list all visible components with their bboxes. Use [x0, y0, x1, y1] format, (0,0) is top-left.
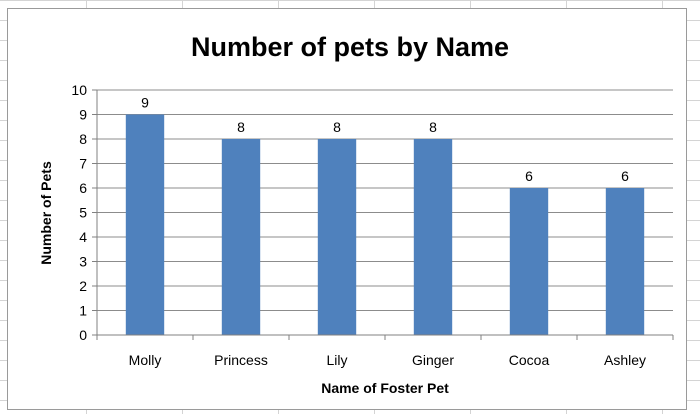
x-tick-label-princess: Princess: [214, 352, 268, 368]
bar-ashley: [605, 188, 645, 335]
bars: [125, 114, 645, 335]
y-axis-label: Number of Pets: [38, 161, 54, 265]
data-label-ginger: 8: [429, 119, 437, 135]
y-tick-label: 3: [79, 254, 87, 270]
y-tick-label: 5: [79, 205, 87, 221]
data-labels: 9 8 8 8 6 6: [141, 95, 629, 185]
y-tick-label: 8: [79, 131, 87, 147]
y-axis-ticks: 0 1 2 3 4 5 6 7 8 9 10: [71, 82, 97, 343]
data-label-molly: 9: [141, 95, 149, 111]
x-tick-label-ginger: Ginger: [412, 352, 454, 368]
x-axis-ticks: Molly Princess Lily Ginger Cocoa Ashley: [96, 335, 674, 368]
bar-ginger: [413, 139, 453, 335]
data-label-lily: 8: [333, 119, 341, 135]
y-tick-label: 9: [79, 107, 87, 123]
data-label-ashley: 6: [621, 168, 629, 184]
x-axis-label: Name of Foster Pet: [321, 380, 449, 396]
bar-lily: [317, 139, 357, 335]
y-tick-label: 7: [79, 156, 87, 172]
chart-title: Number of pets by Name: [191, 32, 509, 62]
bar-princess: [221, 139, 261, 335]
x-tick-label-lily: Lily: [326, 352, 347, 368]
y-tick-label: 10: [71, 82, 87, 98]
bar-cocoa: [509, 188, 549, 335]
bar-molly: [125, 114, 165, 335]
x-tick-label-ashley: Ashley: [604, 352, 646, 368]
data-label-princess: 8: [237, 119, 245, 135]
y-tick-label: 1: [79, 303, 87, 319]
gridlines: [97, 89, 673, 311]
y-tick-label: 0: [79, 327, 87, 343]
x-tick-label-molly: Molly: [129, 352, 162, 368]
data-label-cocoa: 6: [525, 168, 533, 184]
x-tick-label-cocoa: Cocoa: [509, 352, 550, 368]
y-tick-label: 4: [79, 229, 87, 245]
y-tick-label: 6: [79, 180, 87, 196]
y-tick-label: 2: [79, 278, 87, 294]
